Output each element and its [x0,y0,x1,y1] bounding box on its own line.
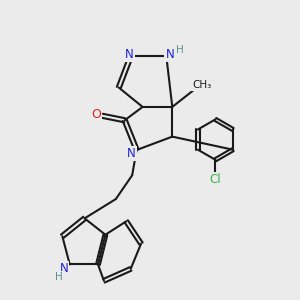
Text: CH₃: CH₃ [192,80,212,90]
Text: H: H [176,45,184,55]
Text: N: N [59,262,68,275]
Text: O: O [91,108,101,121]
Text: H: H [56,272,63,282]
Text: Cl: Cl [210,173,221,186]
Text: N: N [127,147,136,160]
Text: N: N [166,48,174,62]
Text: N: N [125,48,134,62]
